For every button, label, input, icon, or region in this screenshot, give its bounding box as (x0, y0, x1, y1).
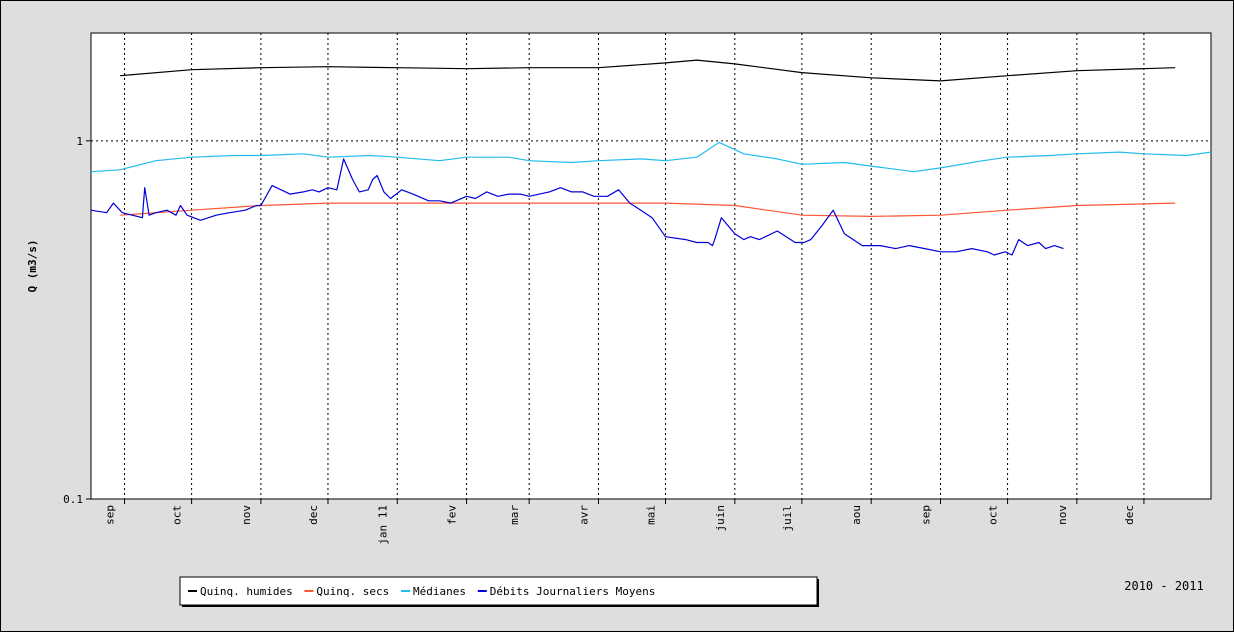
x-tick-label: juil (781, 505, 794, 532)
y-axis-title: Q (m3/s) (26, 240, 39, 293)
x-tick-label: juin (714, 505, 727, 532)
x-tick-label: jan 11 (376, 505, 389, 545)
plot-area (90, 32, 1212, 500)
x-tick-label: nov (240, 505, 253, 525)
x-tick-label: aou (850, 505, 863, 525)
legend-label: Quinq. secs (316, 585, 389, 598)
legend-label: Médianes (413, 585, 466, 598)
x-tick-label: avr (577, 505, 590, 525)
y-tick-label: 0.1 (63, 493, 83, 506)
period-label: 2010 - 2011 (1124, 579, 1203, 593)
x-tick-label: sep (920, 505, 933, 525)
x-tick-label: nov (1056, 505, 1069, 525)
x-tick-label: oct (171, 505, 184, 525)
x-tick-label: dec (307, 505, 320, 525)
x-tick-label: fev (446, 505, 459, 525)
x-tick-label: mai (645, 505, 658, 525)
series-line-2 (120, 202, 1176, 217)
legend-box (179, 576, 818, 606)
legend-label: Débits Journaliers Moyens (490, 585, 656, 598)
series-line-1 (120, 59, 1176, 82)
x-tick-label: oct (987, 505, 1000, 525)
legend-box-shadow-right (817, 579, 819, 607)
series-line-4 (90, 158, 1064, 256)
axis-layer: sep oct nov dec jan 11 fev mar avr mai juin juil ao… (63, 135, 1145, 545)
x-tick-label: sep (104, 505, 117, 525)
legend: Quinq. humides Quinq. secs Médianes Débits … (179, 576, 819, 607)
x-tick-label: mar (508, 505, 521, 525)
grid-layer (91, 33, 1211, 499)
series-layer (90, 59, 1212, 256)
series-line-3 (90, 141, 1212, 173)
y-tick-label: 1 (76, 135, 83, 148)
legend-box-shadow-bottom (182, 605, 819, 607)
x-tick-label: dec (1123, 505, 1136, 525)
legend-label: Quinq. humides (200, 585, 293, 598)
